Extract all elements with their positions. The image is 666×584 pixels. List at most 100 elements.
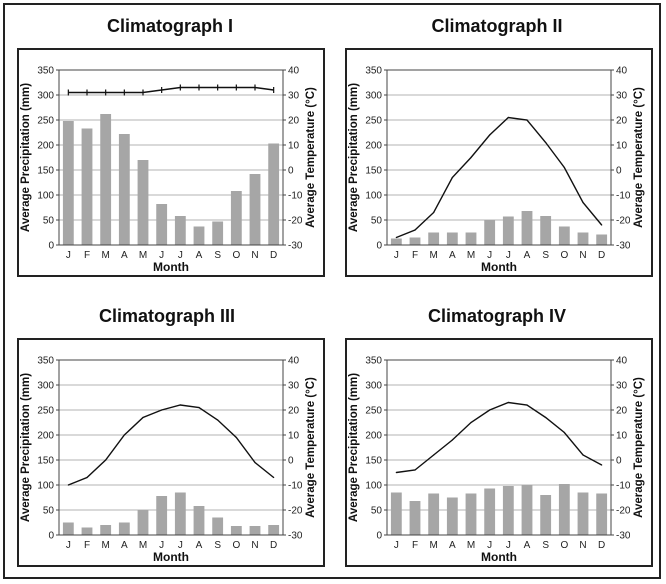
temperature-point: [142, 416, 144, 419]
x-tick-label: D: [598, 250, 605, 261]
x-tick-label: M: [101, 540, 109, 551]
y-tick-label: 300: [37, 91, 54, 102]
precipitation-bar: [100, 114, 112, 245]
y-tick-label: 200: [365, 141, 382, 152]
x-tick-label: A: [449, 540, 456, 551]
temperature-point: [86, 476, 88, 479]
precipitation-bar: [249, 174, 261, 245]
temperature-point: [254, 461, 256, 464]
precipitation-bar: [193, 506, 205, 535]
precipitation-bar: [156, 496, 168, 535]
precipitation-bar: [521, 485, 533, 535]
y-tick-label: 300: [365, 381, 382, 392]
precipitation-bar: [100, 525, 112, 535]
precipitation-bar: [596, 234, 608, 245]
temperature-point: [433, 454, 435, 456]
chart-panel-1: 0 50 100 150 200 250 300 350 -30 -20 -10 0 10 20 30 40 J…: [17, 48, 325, 277]
y-tick-label: 0: [48, 531, 54, 542]
y-axis-title: Average Precipitation (mm): [348, 83, 360, 232]
x-tick-label: A: [196, 250, 203, 261]
y-axis-title: Average Precipitation (mm): [20, 373, 32, 522]
y-tick-label: 200: [365, 431, 382, 442]
temperature-point: [526, 404, 528, 406]
y-tick-label: 150: [365, 456, 382, 467]
temperature-point: [582, 454, 584, 456]
x-tick-label: J: [178, 540, 183, 551]
y-axis-title: Average Precipitation (mm): [348, 373, 360, 522]
precipitation-bar: [502, 216, 514, 245]
x-axis-title: Month: [481, 260, 517, 274]
precipitation-bar: [428, 493, 440, 535]
precipitation-bar: [230, 526, 242, 535]
y-tick-label: 350: [37, 66, 54, 77]
temperature-point: [489, 409, 491, 411]
x-tick-label: N: [579, 540, 586, 551]
temperature-line: [396, 401, 602, 474]
precipitation-bar: [62, 121, 74, 245]
precipitation-bar: [446, 232, 458, 245]
precipitation-bar: [81, 128, 93, 245]
y2-tick-label: -10: [616, 481, 631, 492]
y-tick-label: 200: [37, 141, 54, 152]
x-tick-label: M: [429, 250, 437, 261]
x-tick-label: F: [84, 250, 90, 261]
climatograph-1-chart: 0 50 100 150 200 250 300 350 -30 -20 -10 0 10 20 30 40 J…: [20, 66, 317, 275]
x-tick-label: J: [394, 250, 399, 261]
precipitation-bar: [156, 204, 168, 245]
y-tick-label: 350: [365, 356, 382, 367]
y2-tick-label: 20: [616, 406, 628, 417]
x-tick-label: M: [139, 540, 147, 551]
temperature-point: [198, 406, 200, 409]
y-tick-label: 100: [365, 191, 382, 202]
temperature-point: [545, 141, 547, 144]
x-tick-label: D: [270, 250, 277, 261]
temperature-point: [433, 211, 435, 214]
y2-axis-title: Average Temperature (°C): [633, 377, 645, 518]
x-tick-label: J: [487, 540, 492, 551]
precipitation-bar: [193, 226, 205, 245]
y2-tick-label: -10: [288, 481, 303, 492]
y-tick-label: 300: [37, 381, 54, 392]
y-tick-label: 200: [37, 431, 54, 442]
temperature-point: [451, 439, 453, 441]
precipitation-bar: [540, 216, 552, 245]
precipitation-bar: [268, 143, 280, 245]
precipitation-bar: [212, 517, 224, 535]
y-tick-label: 50: [43, 216, 55, 227]
x-axis-title: Month: [153, 260, 189, 274]
y2-tick-label: 30: [616, 381, 628, 392]
temperature-point: [105, 459, 107, 461]
x-tick-label: O: [560, 250, 568, 261]
chart-panel-3: 0 50 100 150 200 250 300 350 -30 -20 -10 0 10 20 30 40 J…: [17, 338, 325, 567]
y2-tick-label: -10: [616, 191, 631, 202]
y2-tick-label: 40: [616, 66, 628, 77]
precipitation-bar: [465, 493, 477, 535]
y2-tick-label: 30: [616, 91, 628, 102]
y-tick-label: 150: [37, 456, 54, 467]
temperature-point: [451, 176, 453, 179]
temperature-point: [179, 404, 181, 406]
precipitation-bar: [118, 522, 130, 535]
y2-tick-label: 20: [288, 406, 300, 417]
plot-frame: [58, 69, 284, 246]
precipitation-bar: [212, 221, 224, 245]
x-tick-label: A: [449, 250, 456, 261]
y2-tick-label: 0: [288, 456, 294, 467]
temperature-point: [414, 469, 416, 471]
precipitation-bar: [62, 522, 74, 535]
x-axis-title: Month: [481, 550, 517, 564]
y2-tick-label: 0: [616, 166, 622, 177]
precipitation-bar: [446, 497, 458, 535]
y2-tick-label: 10: [616, 431, 628, 442]
x-tick-label: M: [467, 540, 475, 551]
precipitation-bar: [409, 501, 421, 535]
x-tick-label: S: [542, 540, 549, 551]
temperature-point: [601, 224, 603, 226]
temperature-line: [396, 116, 603, 239]
temperature-point: [545, 416, 547, 419]
plot-area: [59, 70, 283, 245]
precipitation-bar: [465, 232, 477, 245]
x-tick-label: S: [214, 540, 221, 551]
plot-area: [387, 360, 611, 535]
precipitation-bar: [484, 488, 496, 535]
